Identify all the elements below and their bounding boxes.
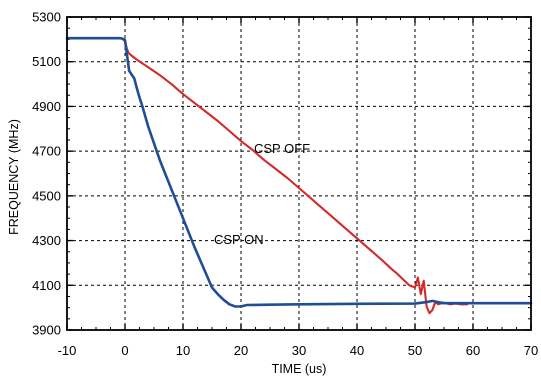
y-tick-label: 5100: [32, 54, 61, 69]
x-tick-label: 70: [524, 343, 538, 358]
x-tick-label: 0: [121, 343, 128, 358]
x-axis-label: TIME (us): [272, 362, 327, 376]
x-tick-label: 60: [466, 343, 480, 358]
x-tick-labels: -10 0 10 20 30 40 50 60 70: [58, 343, 539, 358]
y-tick-label: 5300: [32, 10, 61, 25]
y-tick-labels: 3900 4100 4300 4500 4700 4900 5100 5300: [32, 10, 61, 338]
plot-border: [66, 16, 532, 331]
y-tick-label: 4100: [32, 278, 61, 293]
csp-off-annotation: CSP OFF: [254, 141, 310, 156]
csp-on-annotation: CSP ON: [214, 232, 264, 247]
x-tick-label: 20: [234, 343, 248, 358]
x-tick-label: -10: [58, 343, 77, 358]
x-tick-label: 10: [176, 343, 190, 358]
csp-on-line: [65, 36, 533, 308]
series-lines: [65, 36, 533, 315]
y-tick-label: 4700: [32, 144, 61, 159]
gridlines: [67, 17, 531, 330]
y-tick-label: 3900: [32, 323, 61, 338]
x-tick-label: 50: [408, 343, 422, 358]
y-tick-label: 4900: [32, 99, 61, 114]
x-tick-label: 40: [350, 343, 364, 358]
y-axis-label: FREQUENCY (MHz): [7, 119, 21, 235]
x-tick-label: 30: [292, 343, 306, 358]
y-tick-label: 4300: [32, 233, 61, 248]
y-tick-label: 4500: [32, 188, 61, 203]
csp-off-line: [65, 37, 469, 315]
